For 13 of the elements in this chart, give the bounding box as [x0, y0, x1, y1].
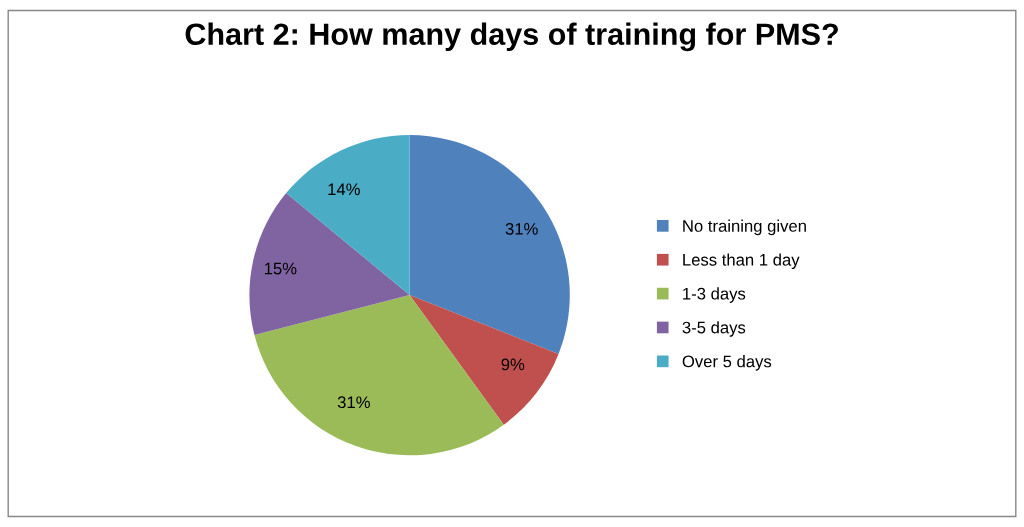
- legend-label: No training given: [683, 219, 806, 236]
- chart-title: Chart 2: How many days of training for PMS?: [185, 22, 838, 52]
- data-label: 15%: [264, 262, 297, 275]
- legend-label: 1-3 days: [683, 287, 746, 303]
- data-label: 31%: [337, 396, 370, 409]
- legend-label: Less than 1 day: [683, 253, 800, 270]
- data-label: 14%: [328, 183, 360, 196]
- data-label: 9%: [501, 358, 525, 371]
- legend-label: Over 5 days: [682, 355, 772, 371]
- data-label: 31%: [505, 222, 538, 235]
- pie-slice: [409, 134, 570, 355]
- legend-label: 3-5 days: [682, 321, 746, 337]
- pie-slice: [409, 295, 559, 425]
